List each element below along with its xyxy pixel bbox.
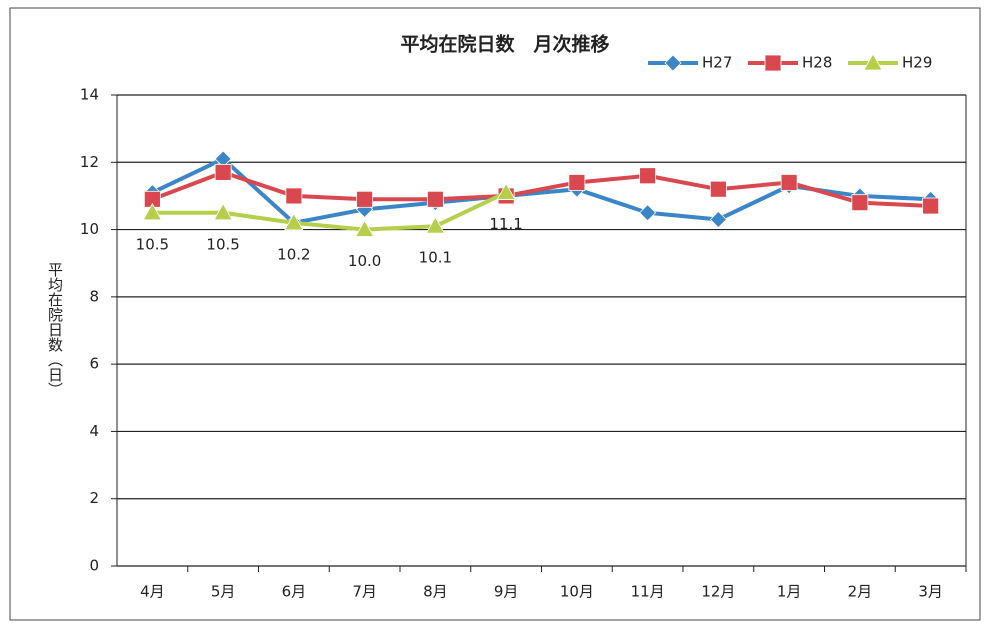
legend-label: H27 <box>702 54 732 72</box>
x-tick-label: 12月 <box>701 583 735 601</box>
x-tick-label: 4月 <box>140 583 165 601</box>
marker <box>851 194 869 212</box>
y-tick-label: 2 <box>89 489 99 507</box>
marker <box>664 54 682 72</box>
marker <box>214 163 232 181</box>
y-axis-label: 平均在院日数（日） <box>46 262 64 397</box>
marker <box>863 53 883 71</box>
data-label: 10.5 <box>206 235 239 253</box>
x-tick-label: 5月 <box>211 583 236 601</box>
data-label: 10.2 <box>277 245 310 263</box>
marker <box>142 202 163 221</box>
legend-label: H28 <box>802 54 832 72</box>
x-tick-label: 11月 <box>631 583 665 601</box>
legend-label: H29 <box>902 54 932 72</box>
series-line <box>151 170 931 209</box>
marker <box>496 182 516 200</box>
x-tick-label: 8月 <box>423 583 448 601</box>
series-line <box>152 190 507 232</box>
marker <box>285 187 303 205</box>
x-tick-label: 3月 <box>918 583 943 601</box>
x-tick-label: 6月 <box>282 583 307 601</box>
marker <box>780 174 798 191</box>
x-tick-label: 7月 <box>352 583 377 601</box>
marker <box>213 202 233 221</box>
x-tick-label: 2月 <box>848 583 873 601</box>
y-tick-label: 4 <box>89 422 99 440</box>
y-tick-label: 14 <box>80 86 99 104</box>
marker <box>354 219 375 237</box>
marker <box>709 210 727 229</box>
marker <box>426 190 444 208</box>
data-label: 10.5 <box>136 235 169 253</box>
marker <box>764 54 782 72</box>
x-tick-label: 10月 <box>560 583 594 601</box>
x-tick-label: 9月 <box>494 583 519 601</box>
y-tick-label: 8 <box>89 287 99 305</box>
y-tick-label: 0 <box>89 557 99 575</box>
y-tick-label: 6 <box>89 355 99 373</box>
x-tick-label: 1月 <box>777 583 802 601</box>
y-tick-label: 12 <box>80 153 99 171</box>
marker <box>922 197 940 215</box>
y-tick-label: 10 <box>80 220 99 238</box>
marker <box>284 213 304 231</box>
data-label: 10.1 <box>419 249 452 267</box>
chart-title: 平均在院日数 月次推移 <box>400 33 609 56</box>
marker <box>709 180 727 198</box>
marker <box>425 216 446 234</box>
marker <box>568 174 586 191</box>
chart-border <box>9 7 981 621</box>
marker <box>639 204 657 222</box>
marker <box>356 190 374 208</box>
marker <box>639 167 657 185</box>
data-label: 11.1 <box>489 215 522 233</box>
data-label: 10.0 <box>348 252 381 270</box>
